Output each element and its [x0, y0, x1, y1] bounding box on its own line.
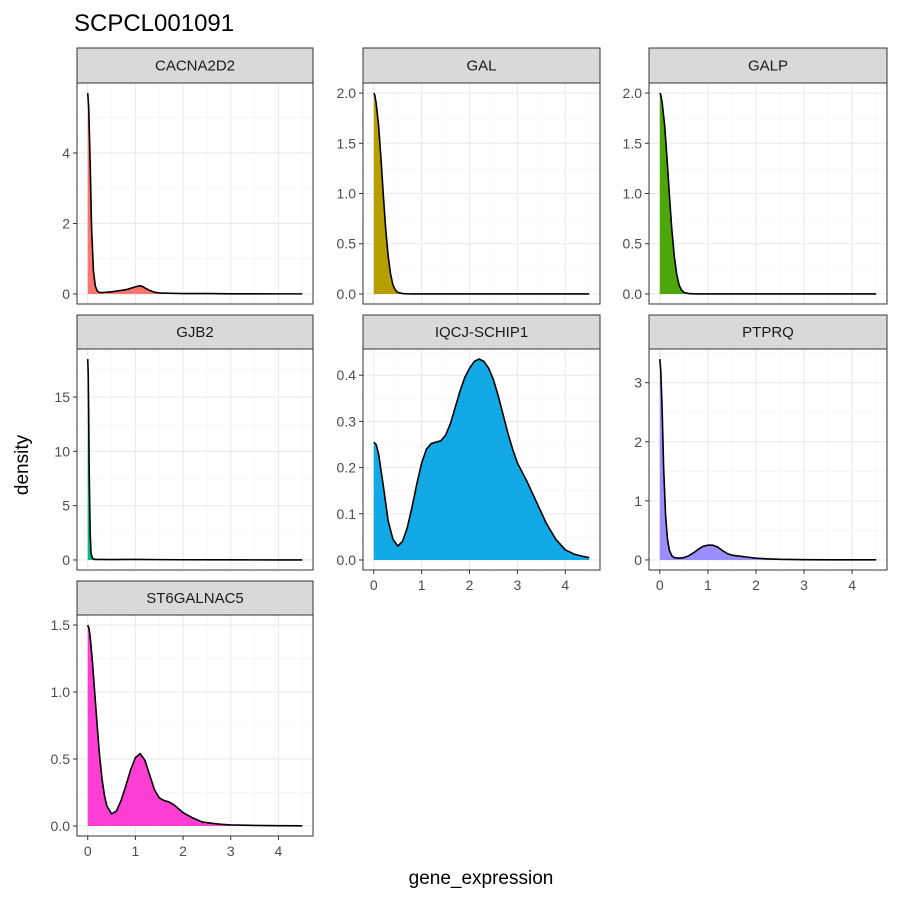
y-tick-label: 2.0: [337, 85, 357, 101]
facet-panel-cacna2d2: CACNA2D2 0 2 4: [62, 47, 314, 305]
y-tick-label: 0.5: [337, 236, 357, 252]
y-tick-label: 0.0: [51, 818, 71, 834]
facet-strip-label: GAL: [466, 58, 496, 75]
x-tick-label: 4: [561, 577, 569, 593]
y-tick-label: 0.5: [623, 236, 643, 252]
density-curve: [373, 358, 590, 559]
y-tick-label: 1.0: [51, 684, 71, 700]
facet-panel-galp: GALP 0.0 0.5 1.0 1.5 2.0: [623, 47, 888, 305]
facet-strip-label: ST6GALNAC5: [146, 590, 244, 607]
panel-border: [76, 348, 314, 571]
y-tick-label: 0.2: [337, 460, 357, 476]
x-tick-label: 1: [132, 843, 140, 859]
x-tick-label: 2: [752, 577, 760, 593]
y-tick-label: 1.5: [337, 135, 357, 151]
facet-strip-label: CACNA2D2: [155, 58, 235, 75]
facet-panel-ptprq: PTPRQ 0 1 2 3 0 1 2 3 4: [634, 314, 888, 593]
y-tick-label: 0.3: [337, 413, 357, 429]
panel-background: [77, 83, 313, 304]
facet-strip-label: PTPRQ: [742, 324, 794, 341]
x-tick-label: 0: [656, 577, 664, 593]
y-tick-label: 0: [62, 286, 70, 302]
panel-background: [77, 349, 313, 570]
panel-background: [649, 349, 887, 570]
density-area: [373, 359, 590, 560]
y-tick-label: 10: [54, 443, 70, 459]
y-tick-label: 1: [634, 493, 642, 509]
y-tick-label: 0: [634, 552, 642, 568]
y-tick-label: 1.5: [51, 617, 71, 633]
y-tick-label: 4: [62, 145, 70, 161]
facet-strip: [648, 314, 888, 350]
y-tick-label: 15: [54, 389, 70, 405]
facet-strip: [76, 580, 314, 616]
y-tick-label: 0.5: [51, 751, 71, 767]
y-tick-label: 0.0: [337, 286, 357, 302]
facet-strip: [76, 314, 314, 350]
facet-grid: CACNA2D2 0 2 4 GAL 0.0 0.5 1.0 1.5 2.0 GALP 0.0 0.5 1…: [51, 47, 888, 859]
density-curve: [86, 92, 303, 295]
y-tick-label: 0.0: [623, 286, 643, 302]
y-tick-label: 2.0: [623, 85, 643, 101]
density-curve: [659, 92, 877, 295]
panel-border: [362, 348, 601, 571]
x-tick-label: 3: [227, 843, 235, 859]
x-axis-title: gene_expression: [409, 868, 554, 889]
y-tick-label: 5: [62, 498, 70, 514]
x-tick-label: 3: [514, 577, 522, 593]
y-tick-label: 1.0: [337, 186, 357, 202]
x-tick-label: 1: [418, 577, 426, 593]
facet-strip: [362, 314, 601, 350]
facet-strip-label: GALP: [748, 58, 788, 75]
y-tick-label: 3: [634, 375, 642, 391]
facet-panel-gjb2: GJB2 0 5 10 15: [54, 314, 314, 571]
y-tick-label: 0.0: [337, 552, 357, 568]
y-tick-label: 2: [62, 215, 70, 231]
y-tick-label: 2: [634, 434, 642, 450]
y-axis-title: density: [12, 434, 33, 495]
y-tick-label: 1.5: [623, 135, 643, 151]
x-tick-label: 0: [84, 843, 92, 859]
density-curve: [659, 358, 877, 561]
x-tick-label: 4: [275, 843, 283, 859]
facet-strip: [362, 47, 601, 84]
y-tick-label: 1.0: [623, 186, 643, 202]
facet-strip: [648, 47, 888, 84]
facet-panel-st6galnac5: ST6GALNAC5 0.0 0.5 1.0 1.5 0 1 2 3 4: [51, 580, 314, 859]
x-tick-label: 2: [179, 843, 187, 859]
facet-strip-label: GJB2: [176, 324, 214, 341]
x-tick-label: 3: [800, 577, 808, 593]
facet-panel-gal: GAL 0.0 0.5 1.0 1.5 2.0: [337, 47, 601, 305]
x-tick-label: 2: [466, 577, 474, 593]
density-curve: [373, 92, 590, 295]
facet-strip: [76, 47, 314, 84]
density-curve: [86, 359, 303, 561]
density-curve: [86, 624, 303, 827]
panel-border: [76, 614, 314, 837]
x-tick-label: 0: [370, 577, 378, 593]
y-tick-label: 0: [62, 552, 70, 568]
panel-border: [648, 348, 888, 571]
y-tick-label: 0.1: [337, 506, 357, 522]
facet-strip-label: IQCJ-SCHIP1: [435, 324, 528, 341]
x-tick-label: 4: [848, 577, 856, 593]
facet-panel-iqcj-schip1: IQCJ-SCHIP1 0.0 0.1 0.2 0.3 0.4 0 1 2 3 4: [337, 314, 601, 593]
panel-border: [76, 82, 314, 305]
x-tick-label: 1: [704, 577, 712, 593]
chart-title: SCPCL001091: [74, 10, 234, 37]
y-tick-label: 0.4: [337, 367, 357, 383]
density-area: [87, 625, 303, 826]
